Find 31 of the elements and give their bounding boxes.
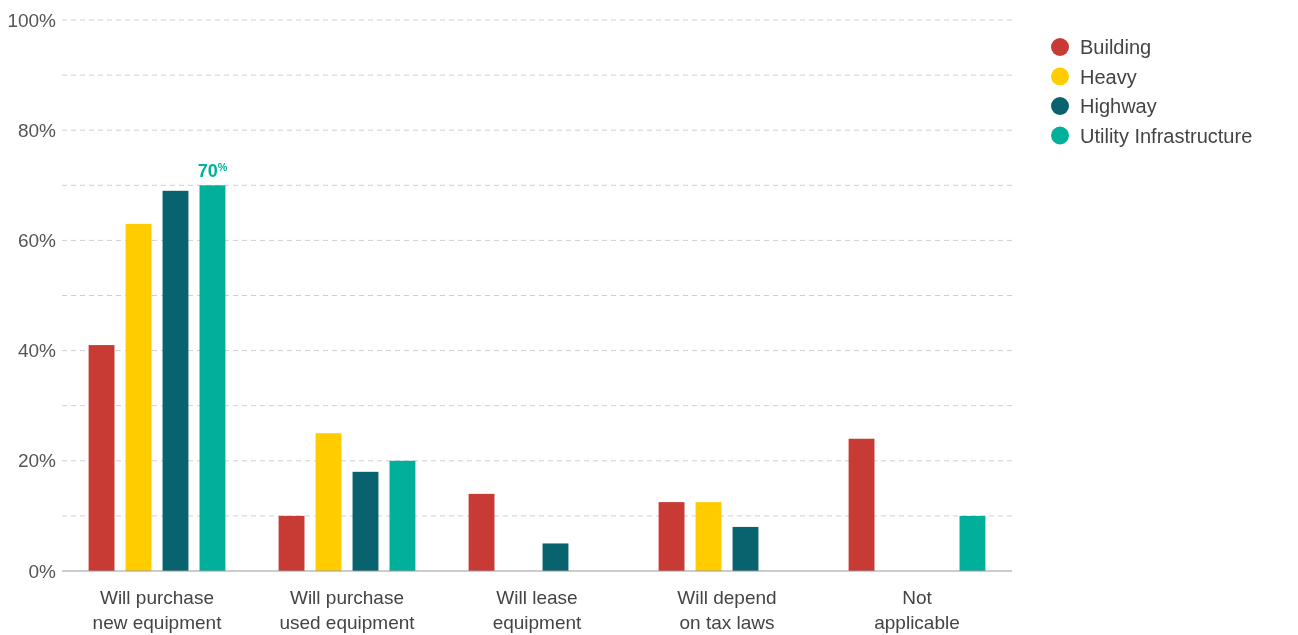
data-label: 70$^{%}$ <box>197 161 228 182</box>
bar <box>695 502 722 571</box>
x-tick-label: Will depend on tax laws <box>677 587 777 633</box>
x-tick-label: Will purchase new equipment <box>92 587 223 633</box>
bar <box>732 526 759 571</box>
bar <box>352 471 379 571</box>
legend-label: Highway <box>1080 95 1157 117</box>
x-tick-label: Will purchase used equipment <box>279 587 416 633</box>
x-tick-label: Not applicable <box>874 587 960 633</box>
y-tick-label: 20% <box>17 450 57 472</box>
bar <box>389 460 416 571</box>
y-tick-label: 40% <box>17 340 57 362</box>
bar <box>88 345 115 571</box>
x-tick-label: Will lease equipment <box>492 587 583 633</box>
bar <box>848 438 875 571</box>
y-tick-label: 80% <box>17 119 57 141</box>
bar <box>125 223 152 571</box>
legend-label: Utility Infrastructure <box>1080 124 1253 147</box>
y-tick-label: 100% <box>7 9 57 31</box>
bar <box>315 433 342 571</box>
y-tick-label: 60% <box>17 230 57 252</box>
legend-label: Building <box>1080 36 1152 58</box>
bar <box>278 515 305 571</box>
bar <box>959 515 986 571</box>
bar <box>199 185 226 571</box>
bar <box>658 502 685 571</box>
y-tick-label: 0% <box>28 560 57 582</box>
legend-label: Heavy <box>1080 65 1137 88</box>
bar <box>468 493 495 571</box>
bar <box>542 543 569 571</box>
bar <box>162 190 189 571</box>
